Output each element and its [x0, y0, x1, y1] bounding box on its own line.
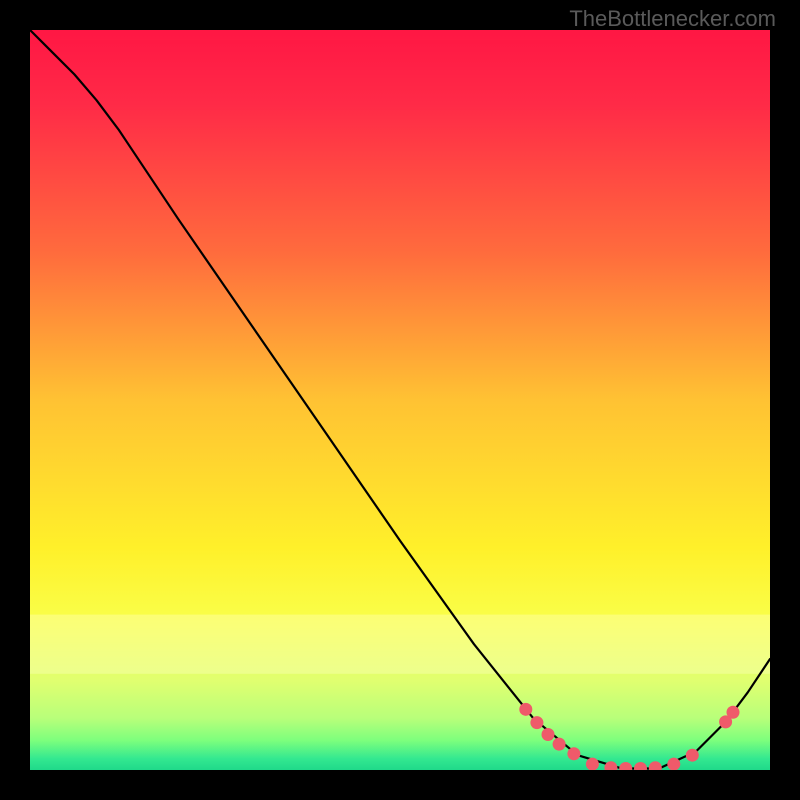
watermark-text: TheBottlenecker.com: [569, 6, 776, 32]
curve-marker: [667, 758, 680, 770]
curve-marker: [553, 738, 566, 751]
curve-marker: [530, 716, 543, 729]
curve-marker: [567, 747, 580, 760]
curve-marker: [519, 703, 532, 716]
chart-svg: [30, 30, 770, 770]
whitish-band: [30, 615, 770, 674]
curve-marker: [727, 706, 740, 719]
curve-marker: [686, 749, 699, 762]
curve-marker: [586, 758, 599, 770]
curve-marker: [542, 728, 555, 741]
chart-plot-area: [30, 30, 770, 770]
